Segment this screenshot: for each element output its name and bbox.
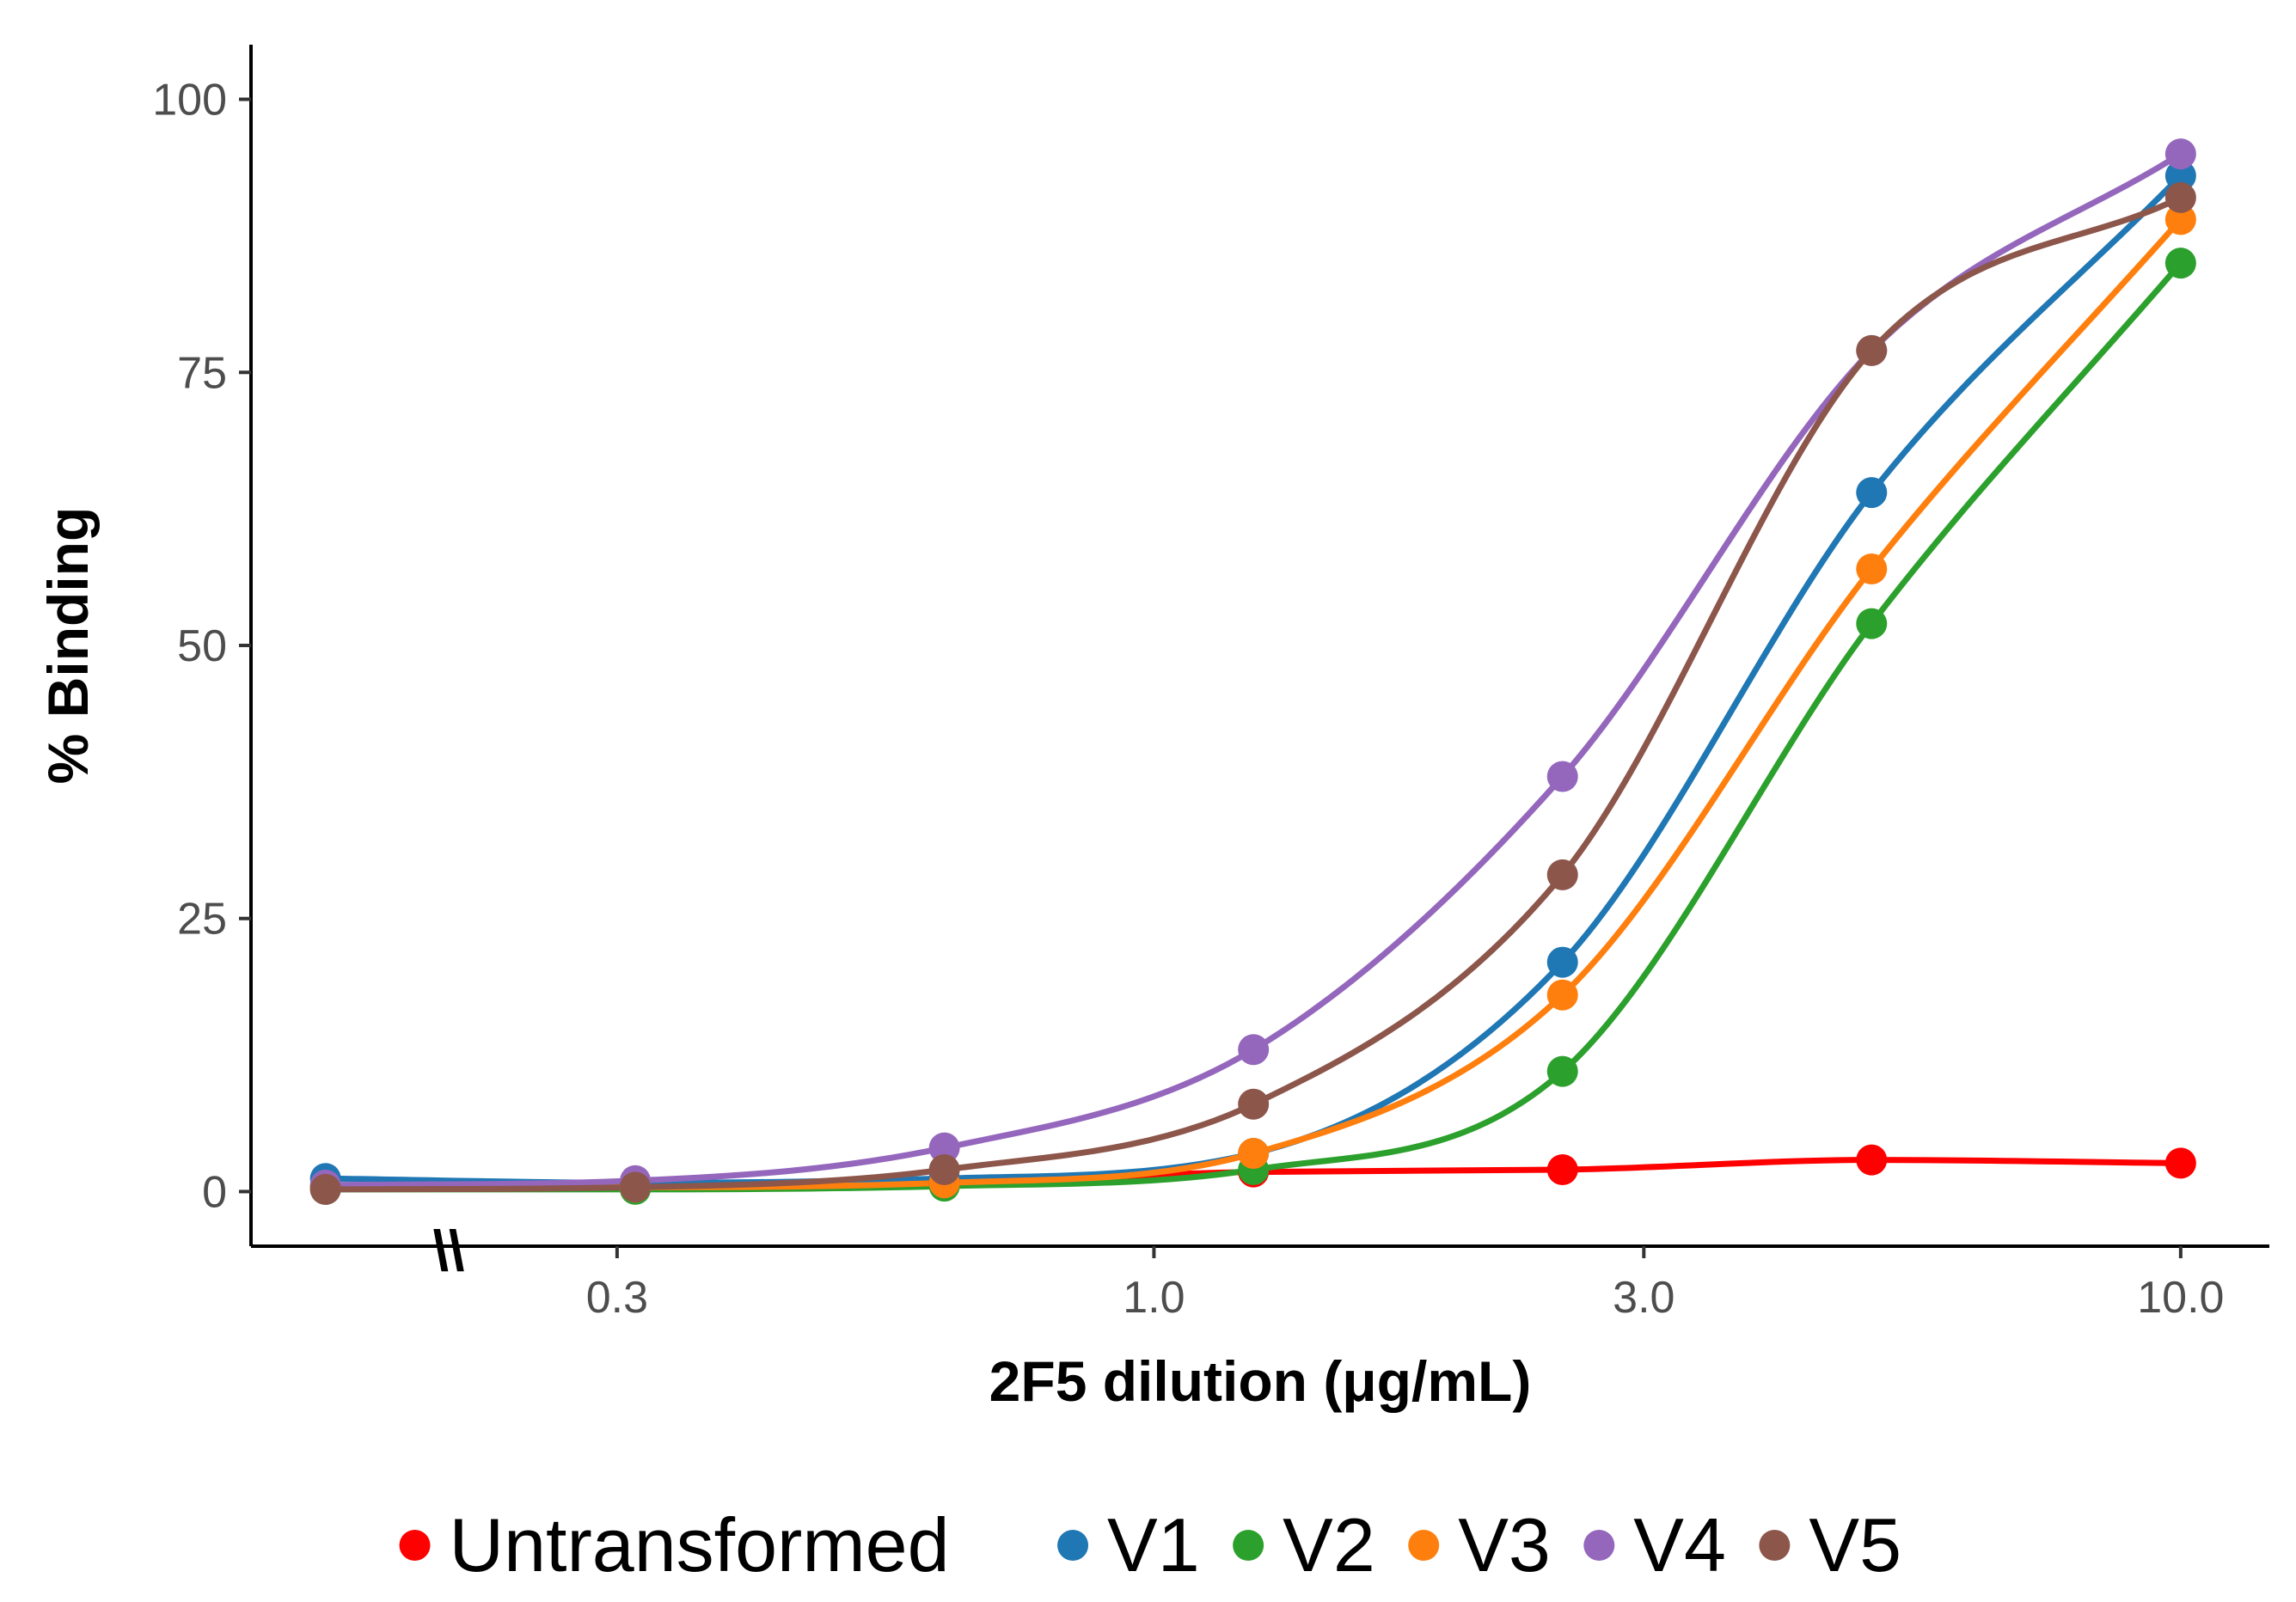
legend-key-untransformed — [399, 1530, 431, 1561]
y-axis-title: % Binding — [36, 507, 100, 785]
legend-key-v3 — [1408, 1530, 1440, 1561]
point-v1 — [1856, 477, 1888, 509]
x-tick-label: 1.0 — [1123, 1273, 1185, 1323]
y-tick-label: 75 — [177, 348, 227, 398]
point-untransformed — [2164, 1147, 2196, 1179]
x-tick-label: 10.0 — [2137, 1273, 2224, 1323]
point-v3 — [1856, 553, 1888, 585]
legend: Untransformed V1 V2 V3 V4 V5 — [399, 1502, 1901, 1587]
point-v5 — [1546, 859, 1578, 890]
y-tick-label: 100 — [152, 76, 227, 125]
legend-label-v5: V5 — [1809, 1502, 1901, 1587]
axis-break-mark: \\ — [433, 1219, 465, 1282]
legend-label-v1: V1 — [1107, 1502, 1200, 1587]
x-axis-ticks: 0.3 1.0 3.0 10.0 — [586, 1246, 2224, 1323]
point-v4 — [928, 1132, 960, 1164]
point-v4 — [2164, 138, 2196, 170]
fitted-curves — [322, 150, 2184, 1193]
point-v4 — [1546, 761, 1578, 792]
legend-key-v1 — [1057, 1530, 1089, 1561]
legend-label-v2: V2 — [1283, 1502, 1375, 1587]
x-axis-title: 2F5 dilution (μg/mL) — [989, 1349, 1532, 1413]
axes: 0 25 50 75 100 0.3 1.0 3.0 10.0 \\ — [152, 45, 2269, 1323]
point-untransformed — [1856, 1144, 1888, 1176]
curve-v4 — [322, 150, 2184, 1189]
point-v2 — [2164, 248, 2196, 279]
y-tick-label: 50 — [177, 621, 227, 671]
point-untransformed — [1546, 1154, 1578, 1186]
point-v5 — [1238, 1088, 1270, 1120]
legend-label-v3: V3 — [1458, 1502, 1551, 1587]
curve-v1 — [322, 173, 2184, 1186]
point-v5 — [1856, 334, 1888, 366]
legend-key-v2 — [1233, 1530, 1264, 1561]
point-v3 — [2164, 204, 2196, 235]
y-tick-label: 0 — [202, 1167, 227, 1217]
point-v5 — [2164, 181, 2196, 213]
y-tick-label: 25 — [177, 895, 227, 945]
point-v2 — [1856, 608, 1888, 639]
point-v1 — [1546, 946, 1578, 978]
point-v2 — [1546, 1055, 1578, 1087]
point-v3 — [1546, 979, 1578, 1011]
point-v4 — [1238, 1034, 1270, 1066]
data-points — [309, 138, 2196, 1205]
x-tick-label: 0.3 — [586, 1273, 648, 1323]
point-v3 — [1238, 1137, 1270, 1169]
point-v5 — [309, 1173, 341, 1205]
point-v1 — [2164, 160, 2196, 192]
legend-key-v5 — [1759, 1530, 1791, 1561]
legend-label-v4: V4 — [1633, 1502, 1726, 1587]
legend-key-v4 — [1583, 1530, 1615, 1561]
point-v5 — [928, 1154, 960, 1186]
x-tick-label: 3.0 — [1613, 1273, 1675, 1323]
legend-label-untransformed: Untransformed — [450, 1502, 950, 1587]
point-v5 — [620, 1171, 652, 1203]
y-axis-ticks: 0 25 50 75 100 — [152, 76, 251, 1217]
